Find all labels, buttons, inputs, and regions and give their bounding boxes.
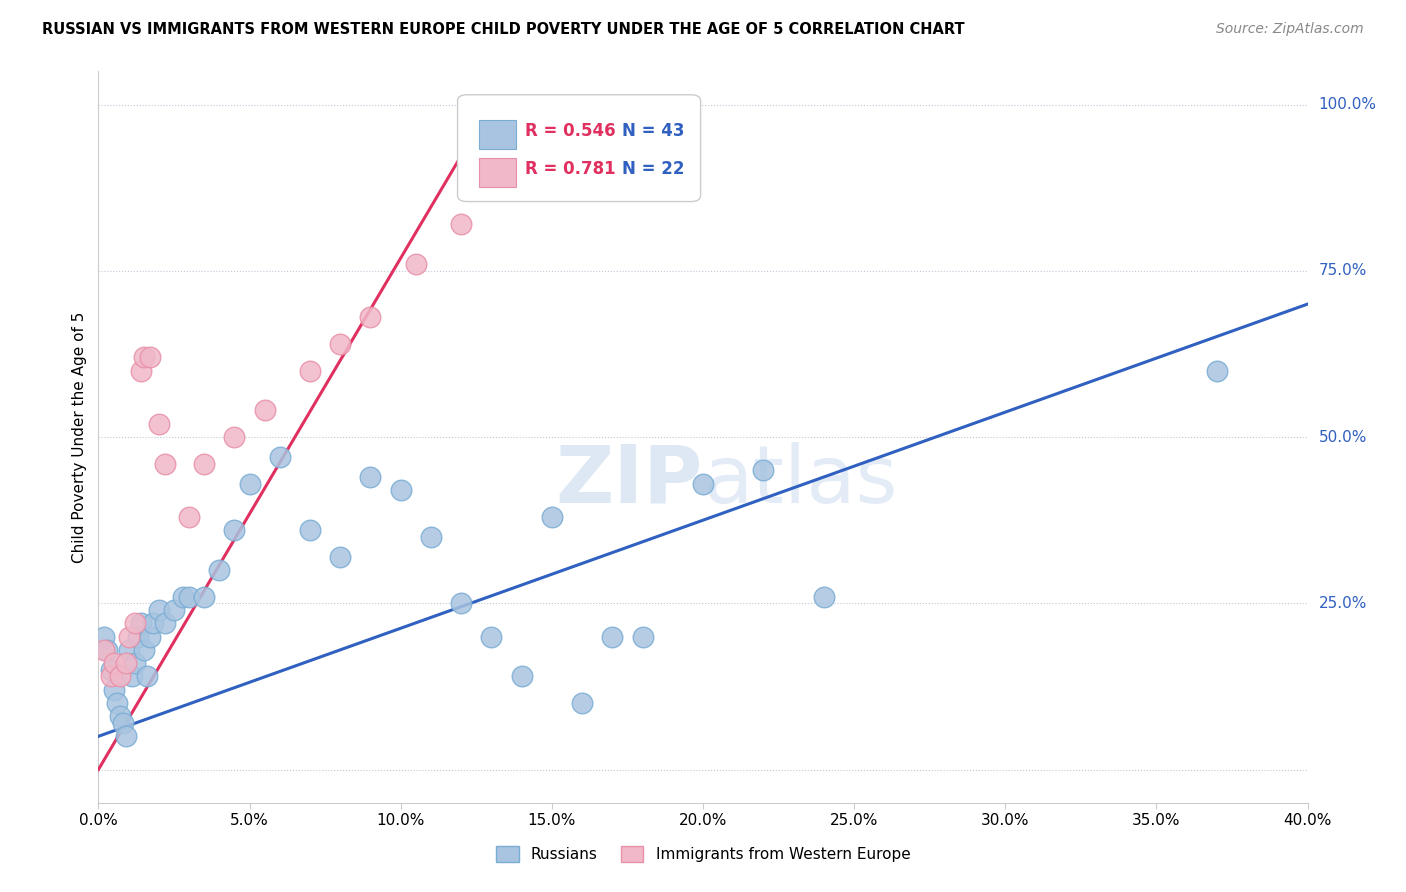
Point: [510, 669, 533, 683]
Point: [105, 696, 128, 710]
Point: [100, 669, 122, 683]
Point: [93, 643, 115, 657]
Point: [329, 549, 352, 564]
Point: [153, 616, 176, 631]
Point: [299, 523, 322, 537]
Text: R = 0.781: R = 0.781: [526, 160, 616, 178]
Point: [602, 630, 624, 644]
Point: [450, 217, 472, 231]
Point: [124, 656, 146, 670]
Text: 50.0%: 50.0%: [1319, 430, 1367, 444]
FancyBboxPatch shape: [457, 95, 700, 202]
Point: [163, 603, 186, 617]
Point: [329, 337, 352, 351]
Point: [148, 603, 170, 617]
Point: [139, 351, 162, 365]
Point: [193, 590, 215, 604]
Point: [100, 663, 122, 677]
Point: [193, 457, 215, 471]
Text: R = 0.546: R = 0.546: [526, 122, 616, 140]
Y-axis label: Child Poverty Under the Age of 5: Child Poverty Under the Age of 5: [72, 311, 87, 563]
Point: [224, 430, 246, 444]
Point: [179, 590, 201, 604]
Point: [93, 630, 115, 644]
Text: Source: ZipAtlas.com: Source: ZipAtlas.com: [1216, 22, 1364, 37]
Point: [103, 656, 125, 670]
Point: [132, 643, 155, 657]
Point: [172, 590, 194, 604]
Text: ZIP: ZIP: [555, 442, 703, 520]
Point: [540, 509, 562, 524]
Point: [114, 656, 136, 670]
Text: N = 43: N = 43: [621, 122, 685, 140]
Point: [450, 596, 472, 610]
Point: [269, 450, 291, 464]
Point: [135, 669, 157, 683]
Point: [481, 630, 503, 644]
Point: [124, 616, 146, 631]
Point: [752, 463, 775, 477]
Point: [481, 151, 503, 165]
Point: [179, 509, 201, 524]
Point: [389, 483, 412, 498]
Point: [208, 563, 231, 577]
Point: [153, 457, 176, 471]
Point: [631, 630, 654, 644]
Point: [111, 716, 134, 731]
Point: [139, 630, 162, 644]
Legend: Russians, Immigrants from Western Europe: Russians, Immigrants from Western Europe: [489, 840, 917, 868]
Text: RUSSIAN VS IMMIGRANTS FROM WESTERN EUROPE CHILD POVERTY UNDER THE AGE OF 5 CORRE: RUSSIAN VS IMMIGRANTS FROM WESTERN EUROP…: [42, 22, 965, 37]
Point: [360, 310, 382, 325]
Point: [118, 630, 141, 644]
Point: [420, 530, 443, 544]
Point: [813, 590, 835, 604]
Text: atlas: atlas: [703, 442, 897, 520]
Point: [108, 709, 131, 723]
Point: [148, 417, 170, 431]
Text: 75.0%: 75.0%: [1319, 263, 1367, 278]
Point: [118, 643, 141, 657]
Point: [405, 257, 427, 271]
Point: [224, 523, 246, 537]
Point: [129, 363, 152, 377]
FancyBboxPatch shape: [479, 120, 516, 149]
Point: [114, 729, 136, 743]
Point: [108, 669, 131, 683]
Point: [129, 616, 152, 631]
Point: [253, 403, 276, 417]
Point: [103, 682, 125, 697]
Point: [96, 643, 118, 657]
Text: 25.0%: 25.0%: [1319, 596, 1367, 611]
Point: [360, 470, 382, 484]
Point: [121, 669, 143, 683]
Point: [1206, 363, 1229, 377]
Text: 100.0%: 100.0%: [1319, 97, 1376, 112]
Point: [571, 696, 593, 710]
Point: [127, 630, 149, 644]
Point: [239, 476, 262, 491]
Point: [132, 351, 155, 365]
Point: [142, 616, 165, 631]
Point: [299, 363, 322, 377]
Point: [692, 476, 714, 491]
FancyBboxPatch shape: [479, 158, 516, 187]
Text: N = 22: N = 22: [621, 160, 685, 178]
